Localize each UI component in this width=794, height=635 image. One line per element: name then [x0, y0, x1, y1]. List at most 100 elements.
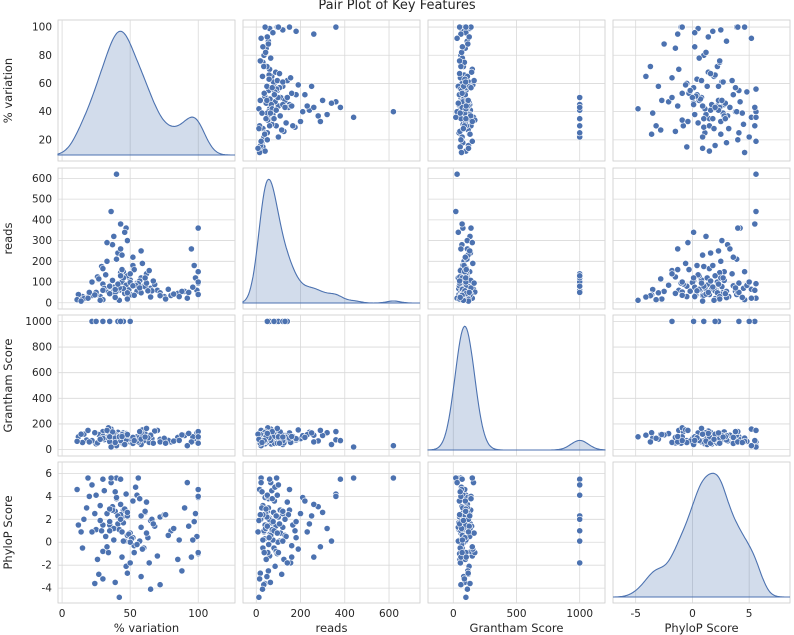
point-15	[292, 534, 300, 542]
y-tick-label: 40	[39, 106, 52, 118]
point-42	[323, 111, 331, 118]
point-111	[732, 428, 739, 435]
point-79	[170, 290, 178, 298]
point-99	[458, 149, 465, 156]
point-115	[259, 43, 267, 51]
point-96	[576, 129, 584, 137]
point-120	[260, 89, 268, 97]
point-58	[303, 102, 311, 110]
point-115	[175, 293, 183, 300]
y-tick-label: 600	[32, 367, 52, 379]
point-44	[282, 119, 290, 127]
point-69	[269, 29, 277, 37]
point-81	[452, 113, 460, 121]
point-81	[107, 443, 115, 451]
point-120	[458, 89, 466, 97]
point-111	[467, 495, 475, 503]
point-81	[752, 208, 760, 215]
point-91	[99, 286, 107, 294]
point-114	[262, 115, 270, 123]
point-86	[684, 239, 692, 246]
point-98	[194, 549, 202, 556]
point-117	[162, 511, 169, 519]
point-78	[660, 40, 668, 48]
point-18	[137, 523, 145, 531]
point-96	[92, 317, 100, 325]
point-91	[751, 122, 759, 130]
point-110	[265, 534, 273, 542]
point-69	[691, 29, 699, 37]
point-93	[745, 317, 753, 325]
y-tick-label: 600	[32, 173, 52, 185]
point-55	[265, 541, 273, 548]
point-107	[256, 575, 263, 583]
point-114	[106, 433, 114, 441]
x-tick-label: 200	[291, 608, 311, 620]
point-105	[462, 593, 470, 601]
point-33	[105, 549, 112, 556]
point-57	[270, 91, 278, 99]
point-115	[458, 536, 466, 544]
point-108	[257, 34, 265, 42]
point-91	[266, 475, 273, 483]
point-93	[274, 481, 282, 489]
point-105	[115, 593, 123, 601]
point-18	[703, 82, 711, 90]
point-87	[308, 82, 315, 90]
x-tick-label: 0	[59, 608, 66, 620]
point-106	[464, 97, 472, 104]
point-106	[256, 97, 264, 104]
point-107	[652, 434, 660, 442]
point-120	[678, 437, 686, 444]
point-46	[469, 259, 477, 267]
point-91	[751, 286, 759, 294]
point-10	[717, 257, 725, 265]
y-tick-label: -2	[42, 560, 52, 572]
point-40	[278, 570, 286, 578]
y-axis-label: PhyloP Score	[1, 495, 15, 569]
point-42	[323, 525, 331, 532]
point-106	[658, 97, 666, 104]
point-108	[257, 479, 265, 486]
point-121	[111, 439, 119, 446]
x-tick-label: 1000	[566, 608, 593, 620]
point-104	[642, 431, 650, 439]
point-86	[103, 543, 111, 551]
point-85	[328, 99, 335, 107]
point-106	[464, 569, 472, 577]
point-122	[719, 78, 727, 86]
point-46	[682, 81, 689, 89]
point-56	[289, 122, 297, 130]
point-96	[92, 491, 100, 499]
point-93	[576, 481, 584, 489]
point-86	[468, 543, 476, 551]
point-105	[634, 433, 642, 441]
point-121	[258, 488, 266, 496]
point-64	[741, 23, 748, 31]
point-82	[117, 220, 124, 228]
point-112	[674, 102, 682, 110]
point-59	[111, 286, 119, 293]
point-88	[457, 30, 465, 38]
point-100	[84, 474, 92, 482]
panel-variation-vs-reads	[242, 19, 421, 162]
point-91	[751, 317, 759, 325]
point-51	[287, 74, 294, 82]
point-109	[456, 277, 463, 285]
point-83	[332, 23, 340, 31]
point-87	[308, 429, 315, 437]
point-86	[316, 426, 324, 434]
point-38	[299, 108, 307, 116]
point-104	[642, 73, 650, 80]
point-95	[576, 282, 584, 290]
point-101	[466, 580, 474, 587]
point-119	[459, 125, 467, 133]
point-122	[719, 274, 727, 282]
point-101	[648, 130, 655, 138]
point-69	[189, 283, 197, 291]
point-118	[465, 144, 472, 152]
point-35	[98, 527, 105, 535]
point-117	[456, 57, 463, 65]
point-80	[389, 108, 397, 116]
point-59	[266, 579, 274, 586]
